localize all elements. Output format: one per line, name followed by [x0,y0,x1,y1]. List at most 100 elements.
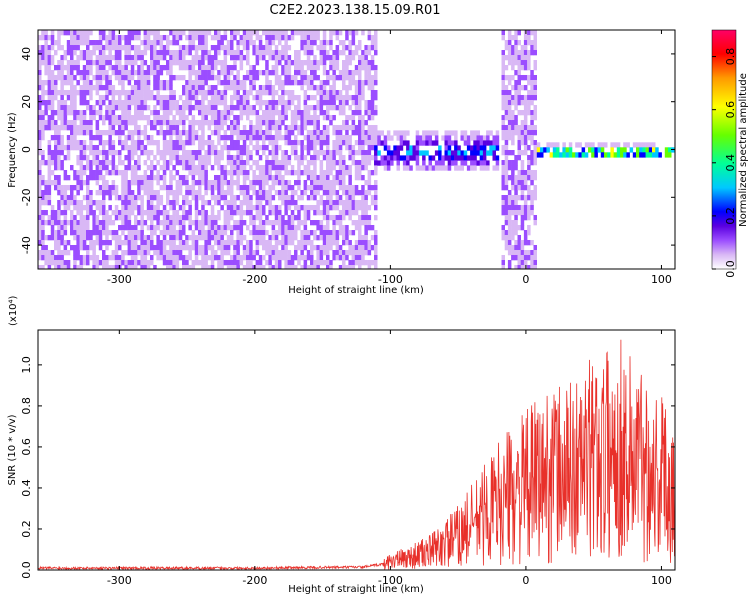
spectrogram-cell [374,185,378,191]
spectrogram-cell [175,185,180,191]
spectrogram-cell [233,140,237,146]
spectrogram-cell [354,30,359,36]
spectrogram-x-tick-label: 0 [522,273,529,286]
spectrogram-cell [342,255,346,261]
spectrogram-cell [54,90,58,96]
spectrogram-cell [230,180,234,186]
spectrogram-cell [118,105,122,111]
spectrogram-cell [358,255,362,261]
spectrogram-cell [422,130,426,136]
spectrogram-cell [236,80,240,86]
spectrogram-cell [345,45,349,51]
spectrogram-cell [342,165,346,171]
spectrogram-cell [236,225,240,231]
spectrogram-cell [367,100,372,106]
spectrogram-cell [194,95,199,101]
spectrogram-cell [351,200,356,206]
spectrogram-cell [354,210,359,216]
spectrogram-cell [507,30,512,36]
spectrogram-cell [127,90,132,96]
spectrogram-cell [73,220,77,226]
spectrogram-cell [223,75,228,81]
spectrogram-cell [523,85,528,91]
spectrogram-cell [201,180,205,186]
spectrogram-cell [511,170,515,176]
snr-plot-frame [37,329,676,571]
spectrogram-cell [329,55,333,61]
spectrogram-cell [57,255,61,261]
spectrogram-cell [217,260,221,266]
spectrogram-cell [501,65,505,71]
spectrogram-cell [274,55,279,61]
spectrogram-cell [124,60,128,66]
spectrogram-cell [79,225,84,231]
spectrogram-cell [463,140,468,146]
spectrogram-cell [105,265,109,269]
spectrogram-cell [463,160,468,166]
spectrogram-cell [303,165,308,171]
spectrogram-cell [76,80,80,86]
spectrogram-cell [281,230,285,236]
spectrogram-cell [204,65,208,71]
spectrogram-cell [169,225,173,231]
spectrogram-cell [374,195,378,201]
spectrogram-cell [57,235,61,241]
colorbar-tick-label: 0.2 [724,207,737,225]
spectrogram-cell [220,170,224,176]
spectrogram-cell [66,185,71,191]
spectrogram-cell [159,115,164,121]
spectrogram-cell [198,140,202,146]
spectrogram-cell [530,190,534,196]
spectrogram-cell [191,60,196,66]
spectrogram-cell [303,255,308,261]
spectrogram-cell [345,190,349,196]
spectrogram-cell [380,160,384,166]
spectrogram-cell [358,70,362,76]
spectrogram-cell [517,55,521,61]
spectrogram-cell [175,220,180,226]
spectrogram-cell [399,135,404,141]
spectrogram-cell [38,180,42,186]
spectrogram-cell [166,165,170,171]
spectrogram-cell [300,235,304,241]
spectrogram-cell [150,220,154,226]
spectrogram-cell [226,135,231,141]
spectrogram-cell [223,30,228,36]
spectrogram-cell [89,85,93,91]
spectrogram-cell [50,170,55,176]
spectrogram-cell [504,195,509,201]
spectrogram-cell [447,140,452,146]
spectrogram-cell [300,130,304,136]
spectrogram-cell [287,125,292,131]
spectrogram-cell [220,110,224,116]
spectrogram-cell [223,135,228,141]
spectrogram-cell [233,255,237,261]
spectrogram-cell [367,225,372,231]
spectrogram-cell [242,135,247,141]
spectrogram-cell [326,240,330,246]
spectrogram-cell [523,50,528,56]
spectrogram-cell [271,210,276,216]
spectrogram-cell [220,205,224,211]
spectrogram-cell [92,255,96,261]
spectrogram-cell [82,40,87,46]
spectrogram-cell [271,140,276,146]
spectrogram-cell [50,160,55,166]
spectrogram-y-tick-label: 20 [20,95,33,109]
spectrogram-cell [38,250,42,256]
spectrogram-cell [300,30,304,36]
spectrogram-cell [159,195,164,201]
spectrogram-cell [105,110,109,116]
spectrogram-cell [198,60,202,66]
spectrogram-cell [239,215,244,221]
spectrogram-cell [214,120,218,126]
spectrogram-cell [507,190,512,196]
spectrogram-cell [156,40,160,46]
spectrogram-cell [44,30,48,36]
spectrogram-cell [284,195,288,201]
spectrogram-cell [319,185,324,191]
spectrogram-cell [60,70,64,76]
spectrogram-cell [255,45,260,51]
spectrogram-cell [348,170,352,176]
spectrogram-cell [281,55,285,61]
